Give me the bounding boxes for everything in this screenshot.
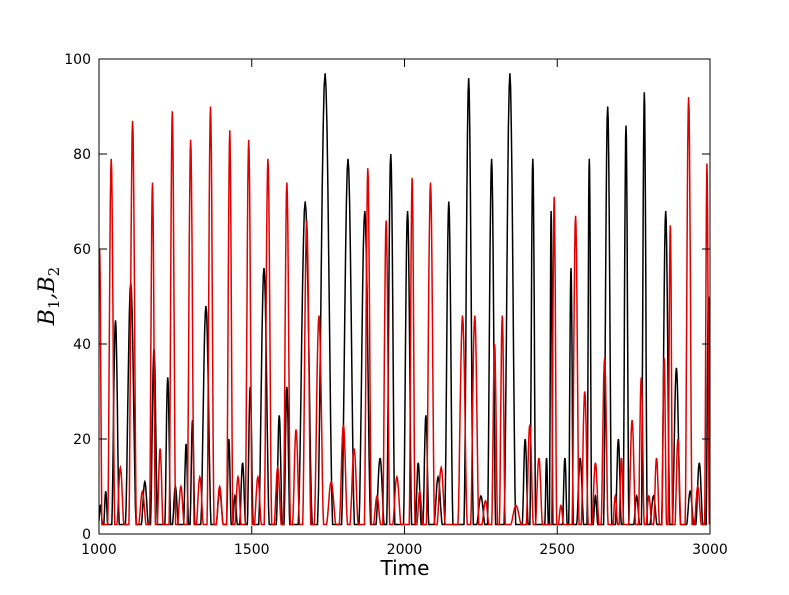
y-label-sub-2: 2 xyxy=(45,267,63,277)
y-label-base-2: B xyxy=(35,276,60,293)
y-tick-label: 100 xyxy=(64,52,91,68)
series-line-red xyxy=(99,96,710,526)
x-tick-label: 1000 xyxy=(81,542,117,558)
y-tick-label: 80 xyxy=(73,147,91,163)
y-axis: 0 20 40 60 80 100 xyxy=(64,52,710,543)
x-tick-label: 3000 xyxy=(692,542,728,558)
series-layer xyxy=(99,73,710,526)
y-label-sub-1: 1 xyxy=(45,300,63,310)
y-tick-label: 0 xyxy=(82,527,91,543)
x-axis-title: Time xyxy=(380,556,430,580)
x-tick-label: 2000 xyxy=(387,542,423,558)
y-tick-label: 40 xyxy=(73,337,91,353)
y-tick-label: 20 xyxy=(73,432,91,448)
y-axis-title: B1,B2 xyxy=(35,267,63,326)
x-tick-label: 2500 xyxy=(539,542,575,558)
y-label-sep: , xyxy=(35,293,60,300)
y-label-base-1: B xyxy=(35,309,60,326)
x-tick-label: 1500 xyxy=(234,542,270,558)
x-axis: 1000 1500 2000 2500 3000 xyxy=(81,59,728,558)
y-tick-label: 60 xyxy=(73,242,91,258)
